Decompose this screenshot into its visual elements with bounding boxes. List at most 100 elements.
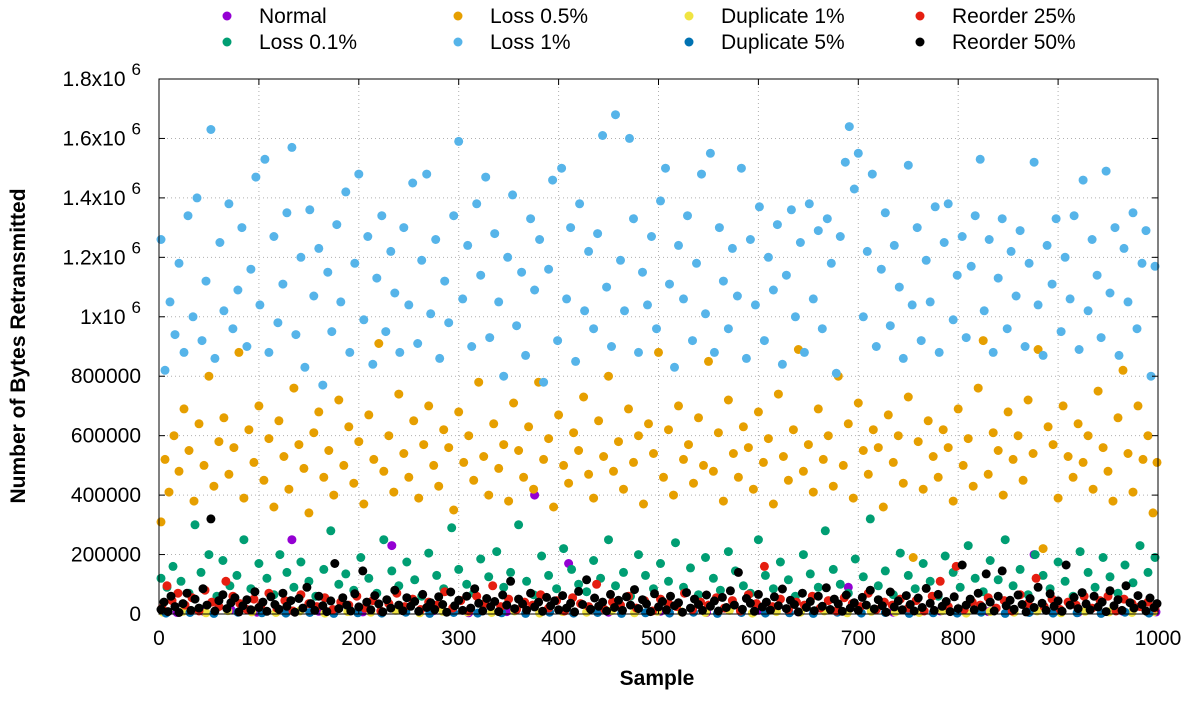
- data-point: [1069, 592, 1079, 602]
- data-point: [718, 496, 728, 506]
- data-point: [759, 336, 769, 346]
- data-point: [789, 600, 799, 609]
- y-tick-label-base: 1.6x10: [62, 127, 125, 150]
- legend-marker: [915, 11, 925, 21]
- data-point: [476, 270, 486, 280]
- data-point: [753, 589, 763, 599]
- data-point: [336, 297, 346, 307]
- data-point: [282, 567, 292, 577]
- data-point: [537, 551, 547, 561]
- data-point: [733, 567, 743, 577]
- data-point: [309, 428, 319, 438]
- data-point: [935, 576, 945, 586]
- data-point: [506, 567, 516, 577]
- data-point: [686, 603, 695, 613]
- data-point: [1078, 457, 1088, 467]
- data-point: [341, 187, 351, 197]
- data-point: [476, 554, 486, 564]
- data-point: [569, 428, 579, 438]
- data-point: [458, 605, 468, 615]
- data-point: [1042, 240, 1052, 250]
- data-point: [1061, 560, 1071, 570]
- data-point: [382, 595, 392, 605]
- data-point: [646, 607, 655, 617]
- data-point: [170, 330, 180, 340]
- data-point: [246, 264, 256, 274]
- data-point: [925, 598, 935, 608]
- data-point: [413, 339, 423, 348]
- legend: Normal Loss 0.1% Loss 0.5% Loss 1% Duplicate…: [222, 5, 1076, 54]
- data-point: [1129, 603, 1139, 613]
- data-point: [489, 419, 499, 429]
- data-point: [194, 419, 204, 429]
- data-point: [467, 342, 477, 351]
- data-point: [229, 443, 239, 453]
- data-point: [364, 410, 374, 420]
- data-point: [618, 605, 627, 615]
- data-point: [570, 607, 580, 617]
- data-point: [246, 605, 256, 615]
- data-point: [634, 347, 643, 357]
- data-point: [502, 600, 512, 610]
- data-point: [983, 469, 993, 479]
- data-point: [939, 238, 949, 247]
- data-point: [204, 371, 214, 381]
- data-point: [718, 276, 728, 286]
- y-tick-label-base: 200000: [71, 544, 141, 567]
- data-point: [463, 240, 473, 250]
- data-point: [828, 481, 838, 491]
- data-point: [1123, 297, 1133, 307]
- data-point: [418, 589, 428, 599]
- legend-label: Duplicate 5%: [721, 31, 845, 54]
- legend-label: Reorder 25%: [952, 5, 1076, 28]
- data-point: [557, 163, 567, 173]
- data-point: [334, 579, 344, 589]
- data-point: [571, 356, 581, 366]
- y-tick-label-exponent: 6: [132, 60, 141, 79]
- data-point: [765, 605, 775, 615]
- data-point: [408, 178, 418, 188]
- data-point: [386, 603, 396, 613]
- data-point: [738, 422, 748, 432]
- data-point: [289, 383, 299, 393]
- legend-item: Loss 1%: [453, 31, 571, 54]
- data-point: [654, 347, 663, 357]
- data-point: [1128, 578, 1138, 588]
- data-point: [254, 559, 264, 568]
- data-point: [574, 579, 584, 589]
- data-point: [674, 240, 683, 250]
- data-point: [708, 466, 718, 476]
- data-point: [368, 359, 378, 369]
- y-tick-label-base: 1.2x10: [62, 246, 125, 269]
- data-point: [544, 264, 554, 274]
- data-point: [805, 597, 815, 606]
- data-point: [334, 395, 344, 405]
- data-point: [1047, 279, 1057, 289]
- data-point: [732, 291, 742, 301]
- data-point: [1011, 291, 1021, 301]
- data-point: [517, 267, 527, 277]
- data-point: [713, 606, 723, 616]
- data-point: [190, 520, 200, 530]
- data-point: [698, 605, 707, 615]
- data-point: [359, 315, 369, 325]
- data-point: [723, 395, 733, 405]
- data-point: [387, 541, 397, 551]
- data-point: [327, 327, 337, 337]
- data-point: [160, 454, 170, 464]
- data-point: [1015, 564, 1025, 574]
- data-point: [783, 475, 793, 485]
- y-tick-label-exponent: 6: [132, 298, 141, 317]
- data-point: [820, 526, 830, 536]
- data-point: [610, 603, 619, 612]
- data-point: [558, 591, 568, 601]
- data-point: [641, 570, 650, 580]
- data-point: [738, 581, 748, 591]
- data-point: [341, 569, 351, 579]
- data-point: [813, 582, 823, 592]
- data-point: [410, 575, 420, 585]
- data-point: [284, 484, 294, 494]
- data-point: [359, 499, 369, 509]
- data-point: [178, 599, 188, 609]
- data-point: [1113, 588, 1123, 598]
